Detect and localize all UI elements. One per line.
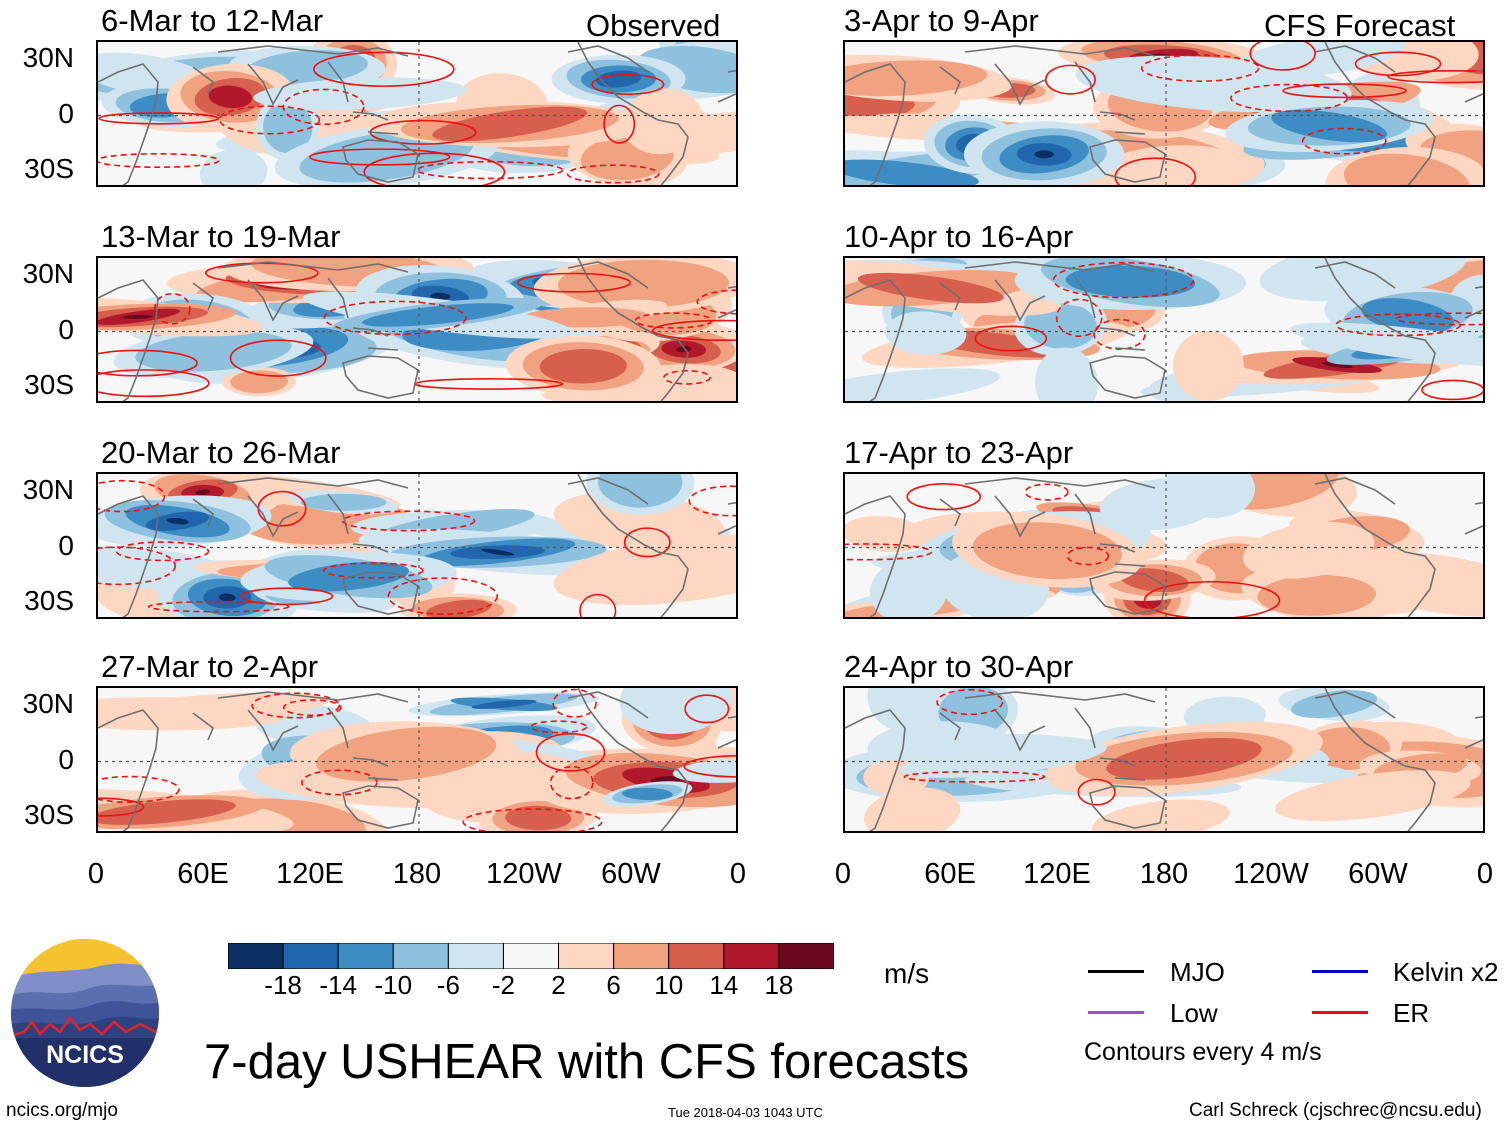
y-tick-label: 30S bbox=[24, 369, 74, 401]
y-tick-label: 0 bbox=[58, 743, 74, 775]
shear-map bbox=[98, 474, 736, 617]
observed-map-panel bbox=[96, 256, 738, 403]
forecast-panel-title: 10-Apr to 16-Apr bbox=[844, 219, 1074, 254]
shear-map bbox=[845, 258, 1483, 401]
colorbar-tick-label: 10 bbox=[654, 970, 684, 1000]
legend-label: ER bbox=[1393, 998, 1430, 1028]
site-link[interactable]: ncics.org/mjo bbox=[6, 1100, 118, 1121]
colorbar-segment bbox=[337, 943, 394, 969]
x-tick-label: 60E bbox=[177, 858, 229, 890]
colorbar-tick-label: -14 bbox=[319, 970, 357, 1000]
shear-map bbox=[845, 474, 1483, 617]
x-tick-label: 120W bbox=[486, 858, 562, 890]
forecast-map-panel bbox=[843, 256, 1485, 403]
colorbar-tick-label: 6 bbox=[606, 970, 621, 1000]
colorbar-segment bbox=[228, 943, 284, 969]
shear-map bbox=[98, 258, 736, 401]
forecast-label: CFS Forecast bbox=[1264, 8, 1456, 43]
colorbar-segment bbox=[282, 943, 339, 969]
colorbar-tick-label: 14 bbox=[709, 970, 739, 1000]
x-tick-label: 120E bbox=[276, 858, 344, 890]
x-tick-label: 0 bbox=[87, 858, 105, 890]
observed-map-panel bbox=[96, 686, 738, 833]
y-tick-label: 30N bbox=[22, 473, 74, 505]
legend-swatch bbox=[1312, 1011, 1368, 1014]
x-tick-label: 120E bbox=[1023, 858, 1091, 890]
colorbar-tick-label: -18 bbox=[264, 970, 302, 1000]
y-tick-label: 30S bbox=[24, 585, 74, 617]
forecast-panel-title: 17-Apr to 23-Apr bbox=[844, 435, 1074, 470]
x-tick-label: 180 bbox=[1139, 858, 1189, 890]
legend-label: MJO bbox=[1170, 957, 1225, 987]
colorbar-tick-label: -2 bbox=[491, 970, 516, 1000]
forecast-panel-title: 24-Apr to 30-Apr bbox=[844, 649, 1074, 684]
shear-map bbox=[98, 42, 736, 185]
legend-swatch bbox=[1312, 970, 1368, 973]
shear-map bbox=[845, 42, 1483, 185]
contour-note: Contours every 4 m/s bbox=[1084, 1038, 1322, 1066]
colorbar-segment bbox=[668, 943, 725, 969]
colorbar-segment bbox=[502, 943, 560, 969]
colorbar-segment bbox=[613, 943, 670, 969]
y-tick-label: 30N bbox=[22, 687, 74, 719]
observed-panel-title: 27-Mar to 2-Apr bbox=[101, 649, 319, 684]
observed-label: Observed bbox=[586, 8, 721, 43]
forecast-map-panel bbox=[843, 40, 1485, 187]
timestamp: Tue 2018-04-03 1043 UTC bbox=[668, 1105, 823, 1120]
y-tick-label: 30N bbox=[22, 257, 74, 289]
x-tick-label: 60E bbox=[924, 858, 976, 890]
forecast-panel-title: 3-Apr to 9-Apr bbox=[844, 3, 1039, 38]
legend-label: Kelvin x2 bbox=[1393, 957, 1499, 987]
x-tick-label: 0 bbox=[1476, 858, 1494, 890]
x-tick-label: 0 bbox=[729, 858, 747, 890]
y-tick-label: 30S bbox=[24, 153, 74, 185]
units-label: m/s bbox=[884, 958, 930, 989]
x-tick-label: 120W bbox=[1233, 858, 1309, 890]
observed-map-panel bbox=[96, 472, 738, 619]
observed-panel-title: 6-Mar to 12-Mar bbox=[101, 3, 324, 38]
author-credit: Carl Schreck (cjschrec@ncsu.edu) bbox=[1189, 1100, 1482, 1121]
y-tick-label: 0 bbox=[58, 313, 74, 345]
colorbar bbox=[228, 943, 834, 969]
colorbar-segment bbox=[558, 943, 615, 969]
y-tick-label: 30S bbox=[24, 799, 74, 831]
shear-map bbox=[98, 688, 736, 831]
colorbar-tick-label: 18 bbox=[764, 970, 794, 1000]
x-tick-label: 0 bbox=[834, 858, 852, 890]
x-tick-label: 60W bbox=[601, 858, 661, 890]
colorbar-segment bbox=[392, 943, 449, 969]
legend-swatch bbox=[1088, 1011, 1144, 1014]
legend-swatch bbox=[1088, 970, 1144, 973]
colorbar-segment bbox=[778, 943, 834, 969]
colorbar-tick-label: 2 bbox=[551, 970, 566, 1000]
colorbar-segment bbox=[723, 943, 780, 969]
observed-panel-title: 20-Mar to 26-Mar bbox=[101, 435, 341, 470]
ncics-logo: NCICS bbox=[11, 939, 159, 1087]
y-tick-label: 0 bbox=[58, 97, 74, 129]
observed-panel-title: 13-Mar to 19-Mar bbox=[101, 219, 341, 254]
chart-title: 7-day USHEAR with CFS forecasts bbox=[204, 1035, 970, 1089]
observed-map-panel bbox=[96, 40, 738, 187]
y-tick-label: 0 bbox=[58, 529, 74, 561]
shear-map bbox=[845, 688, 1483, 831]
x-tick-label: 60W bbox=[1348, 858, 1408, 890]
forecast-map-panel bbox=[843, 686, 1485, 833]
forecast-map-panel bbox=[843, 472, 1485, 619]
colorbar-tick-label: -6 bbox=[436, 970, 460, 1000]
legend-label: Low bbox=[1170, 998, 1218, 1028]
colorbar-segment bbox=[447, 943, 504, 969]
x-tick-label: 180 bbox=[392, 858, 442, 890]
y-tick-label: 30N bbox=[22, 41, 74, 73]
logo-text: NCICS bbox=[46, 1041, 124, 1069]
colorbar-tick-label: -10 bbox=[374, 970, 413, 1000]
